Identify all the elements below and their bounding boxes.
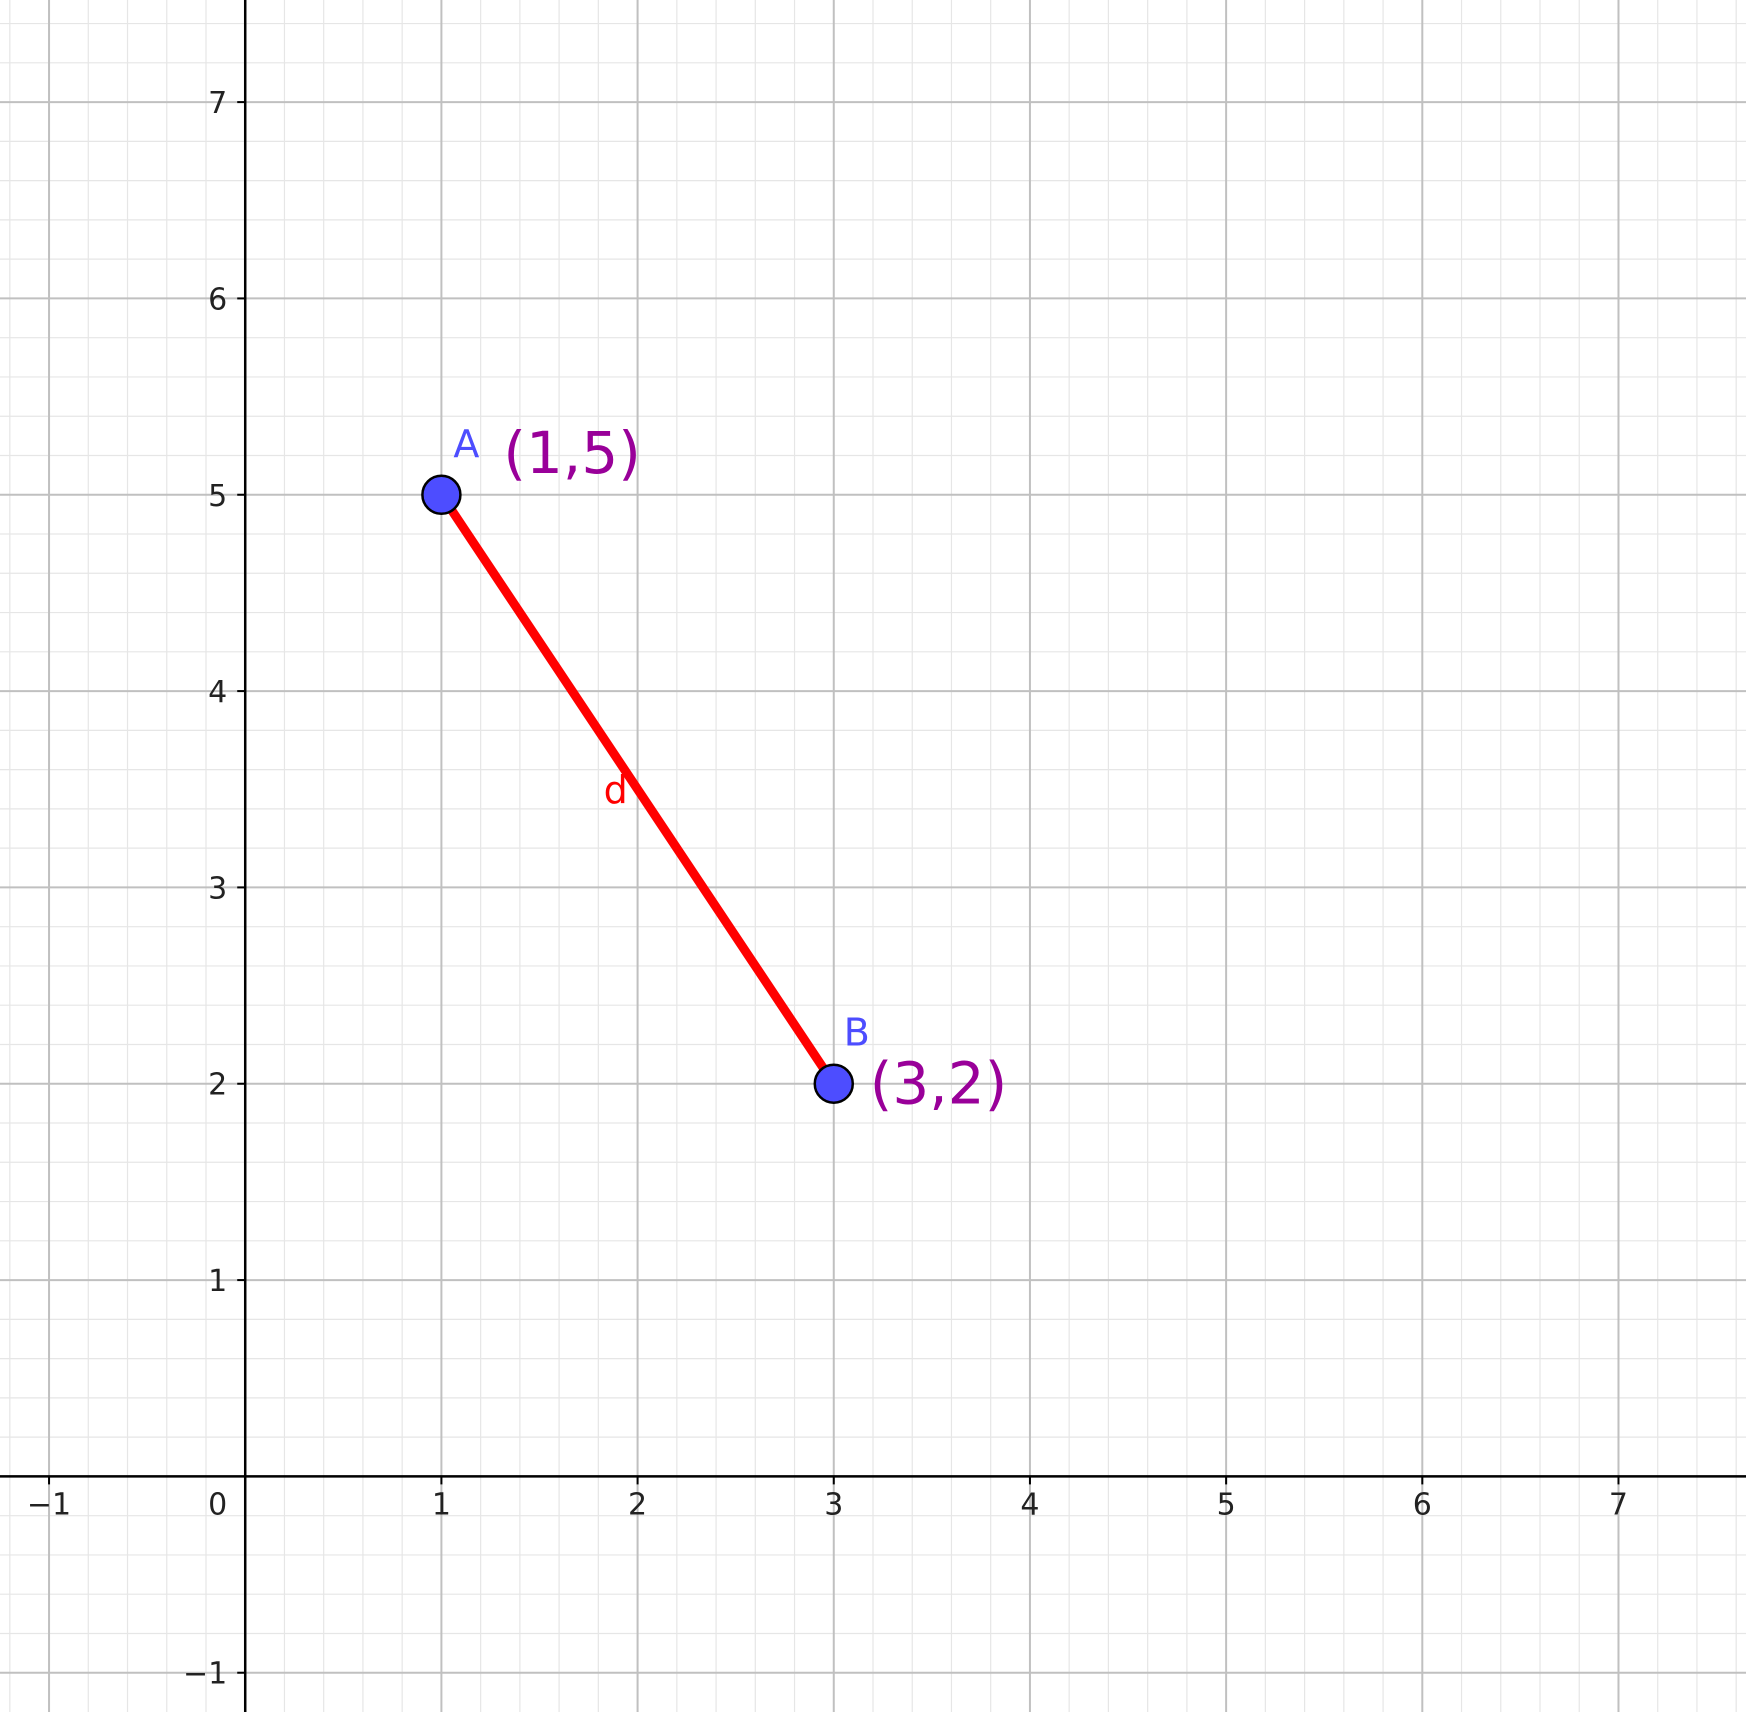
y-tick-label: 2 <box>208 1068 227 1103</box>
point-coord-label-B: (3,2) <box>870 1050 1008 1118</box>
y-tick-label: 4 <box>208 675 227 710</box>
segment-d <box>436 490 839 1089</box>
x-tick-label: 2 <box>628 1487 647 1522</box>
y-tick-label: 7 <box>208 86 227 121</box>
y-tick-label: 5 <box>208 479 227 514</box>
segment-label-d: d <box>604 768 628 812</box>
point-B <box>813 1063 855 1104</box>
y-tick-label: 6 <box>208 282 227 317</box>
points: A (1,5) B(3,2) <box>421 419 1008 1118</box>
x-tick-label: 4 <box>1020 1487 1039 1522</box>
x-tick-label: 0 <box>208 1487 227 1522</box>
point-coord-label-A: (1,5) <box>503 419 641 487</box>
x-tick-label: 7 <box>1609 1487 1628 1522</box>
point-label-B: B <box>844 1011 870 1055</box>
x-tick-label: 5 <box>1217 1487 1236 1522</box>
point-label-A: A <box>453 422 479 466</box>
tick-labels: −1 0 1 2 3 4 5 6 7 −1 1 2 3 4 5 6 7 <box>27 86 1628 1692</box>
x-tick-label: 3 <box>824 1487 843 1522</box>
x-tick-label: 6 <box>1413 1487 1432 1522</box>
y-tick-label: −1 <box>183 1657 227 1692</box>
segments: d <box>436 490 839 1089</box>
y-tick-label: 1 <box>208 1264 227 1299</box>
x-tick-label: −1 <box>27 1487 71 1522</box>
point-A <box>421 474 462 516</box>
x-tick-label: 1 <box>432 1487 451 1522</box>
y-tick-label: 3 <box>208 871 227 906</box>
